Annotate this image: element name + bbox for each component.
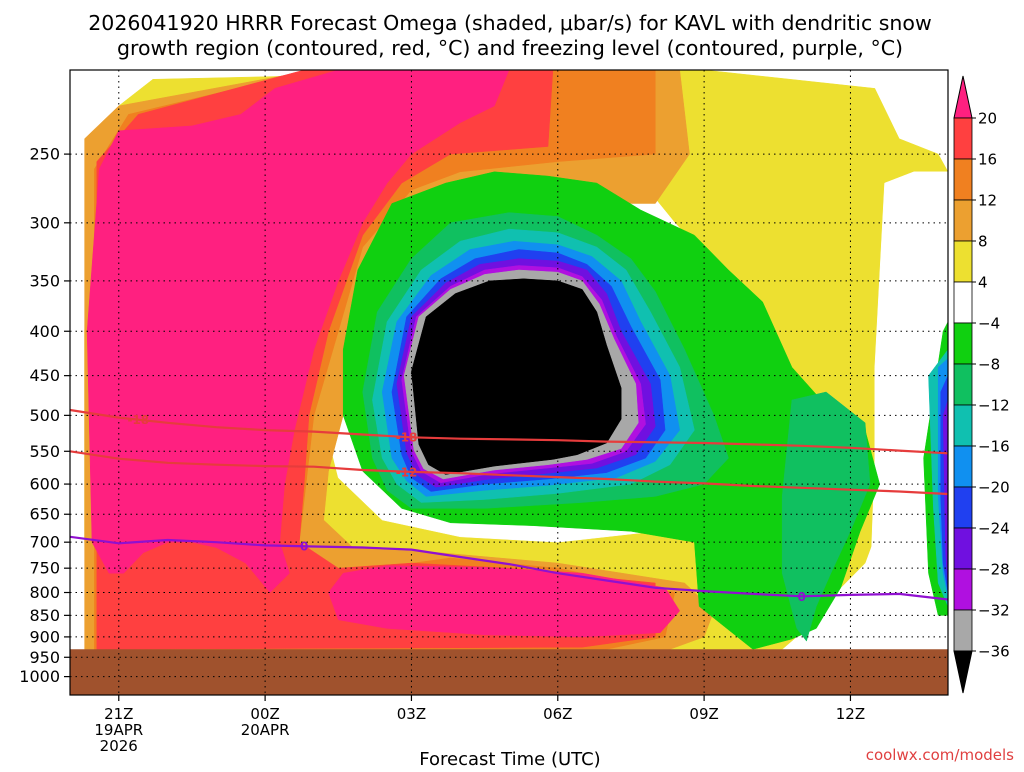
y-tick-label-500: 500 [29, 406, 60, 425]
y-tick-label-300: 300 [29, 213, 60, 232]
temperature-contours: -18 -18 -12 0 0 [70, 408, 948, 604]
y-tick-label-550: 550 [29, 442, 60, 461]
colorbar-swatch-3 [953, 199, 973, 242]
x-tick-label-00Z-sub1: 20APR [241, 721, 290, 739]
colorbar-tick-label-7: −12 [978, 397, 1010, 415]
colorbar-swatch-6 [953, 322, 973, 365]
colorbar-swatch-13 [953, 609, 973, 652]
y-tick-label-850: 850 [29, 606, 60, 625]
contour-label-0: 0 [797, 590, 805, 604]
colorbar-tick-label-9: −20 [978, 479, 1010, 497]
contour-line-0 [70, 535, 948, 601]
x-tick-label-21Z-sub1: 19APR [94, 721, 143, 739]
colorbar-tick-label-10: −24 [978, 520, 1010, 538]
colorbar-swatch-1 [953, 117, 973, 160]
omega-region-24 [411, 278, 622, 475]
contour-label--12: -12 [396, 465, 418, 479]
omega-region-8 [86, 70, 510, 593]
colorbar-tick-label-6: −8 [978, 356, 1000, 374]
plot-frame [69, 69, 949, 696]
y-tick-label-450: 450 [29, 366, 60, 385]
y-tick-label-700: 700 [29, 533, 60, 552]
colorbar-tick-label-1: 16 [978, 151, 997, 169]
contour-label--18: -18 [127, 413, 149, 427]
colorbar-swatch-7 [953, 363, 973, 406]
omega-region-13 [781, 391, 871, 642]
contour-line--18 [70, 408, 948, 455]
x-axis-label: Forecast Time (UTC) [419, 749, 600, 768]
x-tick-label-00Z: 00Z [250, 705, 279, 723]
omega-shaded-regions [84, 70, 948, 650]
colorbar-tick-label-3: 8 [978, 233, 988, 251]
contour-line--12 [70, 450, 948, 496]
x-tick-label-21Z: 21Z [104, 705, 133, 723]
colorbar-swatch-11 [953, 527, 973, 570]
colorbar-swatch-2 [953, 158, 973, 201]
colorbar-tick-label-12: −32 [978, 602, 1010, 620]
credit-link[interactable]: coolwx.com/models [866, 746, 1014, 764]
chart-title-line1: 2026041920 HRRR Forecast Omega (shaded, … [88, 11, 931, 35]
colorbar-tick-label-2: 12 [978, 192, 997, 210]
y-tick-label-800: 800 [29, 583, 60, 602]
colorbar-swatch-top [953, 75, 973, 119]
y-tick-label-900: 900 [29, 627, 60, 646]
colorbar: 20 16 12 8 4 −4 −8 −12 −16 −20 −24 −28 −32 −36 [953, 75, 1010, 694]
x-tick-label-12Z: 12Z [836, 705, 865, 723]
colorbar-tick-label-8: −16 [978, 438, 1010, 456]
colorbar-tick-label-4: 4 [978, 274, 988, 292]
y-axis-pressure: 250 300 350 400 450 500 550 600 650 700 750 800 850 9… [19, 145, 70, 686]
colorbar-swatch-bottom [953, 650, 973, 694]
y-tick-label-950: 950 [29, 648, 60, 667]
colorbar-swatch-8 [953, 404, 973, 447]
plot-area: -18 -18 -12 0 0 [70, 70, 948, 695]
colorbar-tick-label-13: −36 [978, 643, 1010, 661]
grid-lines [70, 70, 948, 695]
colorbar-swatch-4 [953, 240, 973, 283]
omega-region-9 [328, 565, 680, 638]
x-tick-label-21Z-sub2: 2026 [100, 737, 138, 755]
x-tick-label-06Z: 06Z [543, 705, 572, 723]
contour-label-0: 0 [300, 540, 308, 554]
colorbar-tick-label-0: 20 [978, 110, 997, 128]
y-tick-label-750: 750 [29, 559, 60, 578]
ground-below-surface [70, 649, 948, 695]
colorbar-tick-label-11: −28 [978, 561, 1010, 579]
x-tick-label-09Z: 09Z [689, 705, 718, 723]
y-tick-label-350: 350 [29, 271, 60, 290]
colorbar-swatch-9 [953, 445, 973, 488]
chart-title-line2: growth region (contoured, red, °C) and f… [117, 36, 903, 60]
y-tick-label-400: 400 [29, 322, 60, 341]
y-tick-label-1000: 1000 [19, 667, 60, 686]
colorbar-swatch-10 [953, 486, 973, 529]
y-tick-label-600: 600 [29, 475, 60, 494]
y-tick-label-250: 250 [29, 145, 60, 164]
contour-label--18: -18 [396, 431, 418, 445]
colorbar-swatch-12 [953, 568, 973, 611]
x-tick-label-03Z: 03Z [397, 705, 426, 723]
colorbar-swatch-5 [953, 281, 973, 324]
y-tick-label-650: 650 [29, 505, 60, 524]
colorbar-tick-label-5: −4 [978, 315, 1000, 333]
